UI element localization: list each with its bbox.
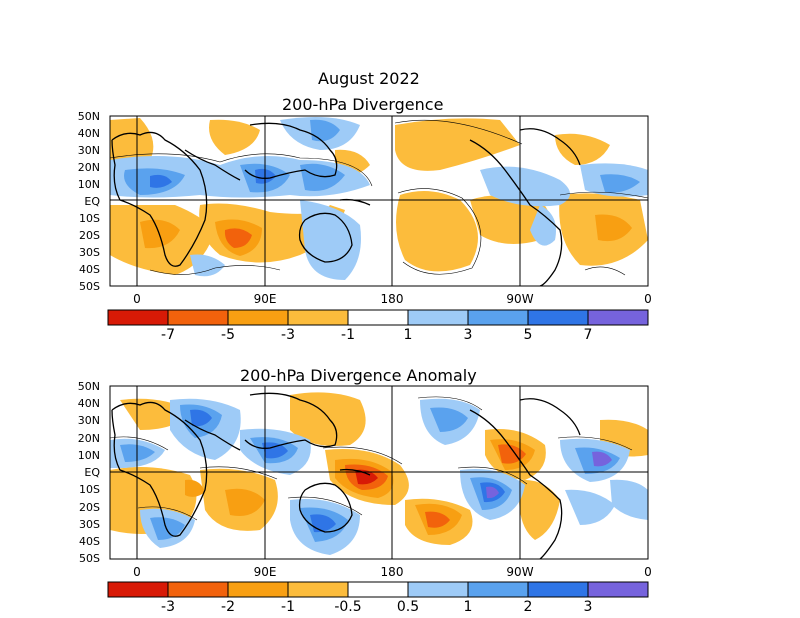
colorbar-2 <box>107 581 649 598</box>
colorbar-label: -3 <box>281 327 295 343</box>
colorbar-label: 2 <box>523 599 533 615</box>
colorbar-swatch <box>587 309 649 326</box>
lon-label: 0 <box>644 292 652 306</box>
lat-label: 40S <box>79 535 100 548</box>
colorbar-label: 1 <box>463 599 473 615</box>
lat-label: 40S <box>79 263 100 276</box>
lon-label: 90E <box>253 292 277 306</box>
colorbar-swatch <box>287 309 349 326</box>
lat-label: 20S <box>79 229 100 242</box>
lat-label: 30S <box>79 246 100 259</box>
colorbar-swatch <box>467 309 529 326</box>
colorbar-label: -0.5 <box>334 599 362 615</box>
colorbar-swatch <box>407 581 469 598</box>
lat-label: 20N <box>77 161 100 174</box>
lat-label: 40N <box>77 397 100 410</box>
lat-label: 10N <box>77 178 100 191</box>
map-frame-1 <box>109 115 649 287</box>
colorbar-label: 0.5 <box>396 599 420 615</box>
lat-label: EQ <box>84 466 100 479</box>
lat-label: 50S <box>79 280 100 293</box>
lat-label: 30N <box>77 144 100 157</box>
map-panel-divergence <box>110 116 648 286</box>
colorbar-label: -5 <box>221 327 235 343</box>
colorbar-label: 3 <box>463 327 473 343</box>
lat-label: EQ <box>84 195 100 208</box>
lat-label: 10S <box>79 483 100 496</box>
colorbar-swatch <box>347 581 409 598</box>
lat-label: 20S <box>79 501 100 514</box>
lat-label: 50N <box>77 110 100 123</box>
colorbar-label: -3 <box>161 599 175 615</box>
lon-label: 180 <box>380 292 404 306</box>
map-frame-2 <box>109 385 649 560</box>
colorbar-label: 5 <box>523 327 533 343</box>
panel-1-title: 200-hPa Divergence <box>282 95 444 114</box>
lat-label: 30N <box>77 414 100 427</box>
coastlines <box>111 122 581 559</box>
lon-label: 0 <box>133 292 141 306</box>
colorbar-label: -2 <box>221 599 235 615</box>
colorbar-label: 7 <box>583 327 593 343</box>
colorbar-swatch <box>347 309 409 326</box>
colorbar-1 <box>107 309 649 326</box>
lat-label: 50S <box>79 552 100 565</box>
colorbar-swatch <box>167 309 229 326</box>
panel-2-title: 200-hPa Divergence Anomaly <box>240 366 477 385</box>
gridlines <box>110 116 648 559</box>
colorbar-swatch <box>467 581 529 598</box>
colorbar-swatch <box>587 581 649 598</box>
lat-label: 40N <box>77 127 100 140</box>
colorbar-swatch <box>167 581 229 598</box>
colorbar-swatch <box>287 581 349 598</box>
colorbar-swatch <box>527 309 589 326</box>
colorbar-label: -7 <box>161 327 175 343</box>
lon-label: 0 <box>133 565 141 579</box>
lon-label: 90W <box>506 565 534 579</box>
lon-label: 90W <box>506 292 534 306</box>
colorbar-label: -1 <box>341 327 355 343</box>
colorbar-label: 1 <box>403 327 413 343</box>
colorbar-swatch <box>407 309 469 326</box>
lon-label: 90E <box>253 565 277 579</box>
lat-label: 10N <box>77 449 100 462</box>
colorbar-swatch <box>107 581 169 598</box>
colorbar-swatch <box>107 309 169 326</box>
colorbar-label: -1 <box>281 599 295 615</box>
colorbar-label: 3 <box>583 599 593 615</box>
lat-label: 10S <box>79 212 100 225</box>
lat-label: 50N <box>77 380 100 393</box>
lon-label: 180 <box>380 565 404 579</box>
colorbar-swatch <box>227 581 289 598</box>
lon-label: 0 <box>644 565 652 579</box>
colorbar-swatch <box>227 309 289 326</box>
lat-label: 30S <box>79 518 100 531</box>
lat-label: 20N <box>77 432 100 445</box>
colorbar-swatch <box>527 581 589 598</box>
figure-title: August 2022 <box>318 69 420 88</box>
